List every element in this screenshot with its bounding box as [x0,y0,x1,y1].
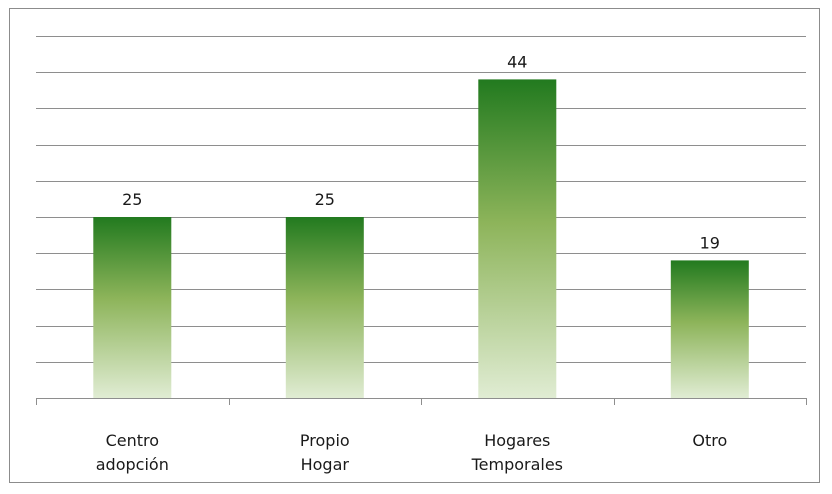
bars [93,79,749,399]
data-label: 19 [700,233,720,252]
bar [670,260,749,398]
category-labels: Centro adopción Propio Hogar Hogares Temporal… [96,431,727,474]
data-label: 44 [507,52,527,71]
data-label: 25 [122,190,142,209]
category-label: Centro adopción [96,431,169,474]
data-labels: 25 25 44 19 [122,52,720,252]
category-label: Otro [692,431,727,450]
category-label: Propio Hogar [300,431,350,474]
bar [285,217,364,398]
x-axis [36,398,807,405]
category-label: Hogares Temporales [471,431,563,474]
data-label: 25 [315,190,335,209]
bar [93,217,172,398]
bar [478,79,557,399]
